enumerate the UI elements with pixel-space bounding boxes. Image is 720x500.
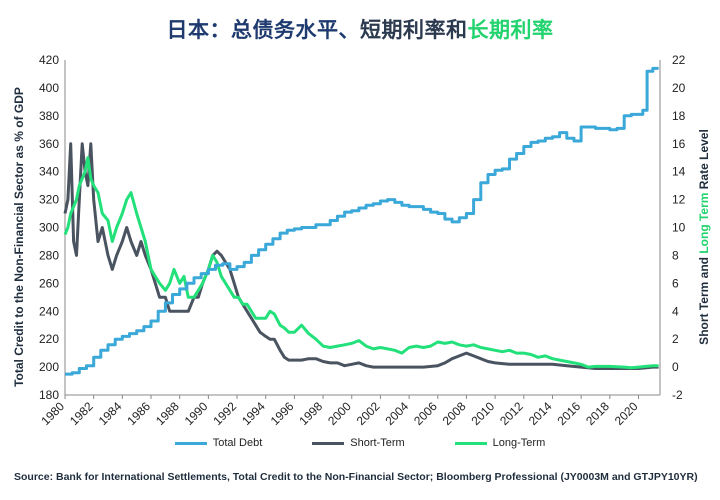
y-right-tick-label: 20 xyxy=(672,81,686,95)
y-axis-right-label: Short Term and Long Term Rate Level xyxy=(697,129,711,345)
x-tick-label: 1988 xyxy=(153,399,182,428)
y-left-tick-label: 300 xyxy=(39,221,59,235)
source-note: Source: Bank for International Settlemen… xyxy=(14,471,698,483)
y-right-tick-label: 8 xyxy=(672,248,679,262)
legend-label-long-term: Long-Term xyxy=(492,437,546,449)
y-left-tick-label: 340 xyxy=(39,165,59,179)
y-right-tick-label: 18 xyxy=(672,109,686,123)
legend-item-short-term: Short-Term xyxy=(312,437,405,449)
legend-item-long-term: Long-Term xyxy=(454,437,546,449)
y-left-tick-label: 420 xyxy=(39,53,59,67)
x-tick-label: 1990 xyxy=(182,399,211,428)
x-tick-label: 2008 xyxy=(440,399,469,428)
x-tick-label: 1986 xyxy=(124,399,153,428)
y-left-tick-label: 280 xyxy=(39,248,59,262)
series-line-short-term xyxy=(63,142,659,370)
legend-swatch-total-debt xyxy=(174,441,207,445)
x-tick-label: 2004 xyxy=(382,399,411,428)
title-part-2: 短期利率和 xyxy=(360,18,468,42)
y-left-tick-label: 220 xyxy=(39,332,59,346)
right-label-short: Short Term xyxy=(697,282,711,345)
y-right-tick-label: 14 xyxy=(672,165,686,179)
x-tick-label: 1984 xyxy=(96,399,125,428)
legend-label-total-debt: Total Debt xyxy=(212,437,263,449)
y-right-tick-label: 0 xyxy=(672,360,679,374)
y-left-tick-label: 260 xyxy=(39,276,59,290)
series-line-total-debt xyxy=(65,66,659,376)
y-left-tick-label: 240 xyxy=(39,304,59,318)
y-right-tick-label: -2 xyxy=(672,388,683,402)
y-right-tick-label: 22 xyxy=(672,53,686,67)
x-tick-label: 1998 xyxy=(296,399,325,428)
y-right-tick-label: 16 xyxy=(672,137,686,151)
legend: Total Debt Short-Term Long-Term xyxy=(0,437,720,449)
x-tick-label: 2006 xyxy=(411,399,440,428)
right-label-long: Long Term xyxy=(697,193,711,254)
title-part-1: 日本：总债务水平、 xyxy=(166,18,360,42)
x-tick-label: 2014 xyxy=(526,399,555,428)
y-left-tick-label: 200 xyxy=(39,360,59,374)
right-label-rate: Rate Level xyxy=(697,129,711,192)
right-label-and: and xyxy=(697,254,711,282)
y-right-tick-label: 2 xyxy=(672,332,679,346)
x-tick-label: 1996 xyxy=(268,399,297,428)
title-part-3: 长期利率 xyxy=(467,18,554,42)
y-left-tick-label: 400 xyxy=(39,81,59,95)
y-right-tick-label: 4 xyxy=(672,304,679,318)
x-tick-label: 2016 xyxy=(554,399,583,428)
y-left-tick-label: 380 xyxy=(39,109,59,123)
legend-item-total-debt: Total Debt xyxy=(174,437,263,449)
y-right-tick-label: 10 xyxy=(672,221,686,235)
legend-swatch-long-term xyxy=(454,441,487,445)
x-tick-label: 1992 xyxy=(210,399,239,428)
y-left-tick-label: 360 xyxy=(39,137,59,151)
y-left-tick-label: 180 xyxy=(39,388,59,402)
y-axis-left-label: Total Credit to the Non-Financial Sector… xyxy=(12,87,26,387)
x-tick-label: 2018 xyxy=(583,399,612,428)
chart-title: 日本：总债务水平、短期利率和长期利率 xyxy=(0,14,720,44)
y-right-tick-label: 6 xyxy=(672,276,679,290)
x-tick-label: 2020 xyxy=(612,399,641,428)
legend-label-short-term: Short-Term xyxy=(350,437,405,449)
series-line-long-term xyxy=(63,156,659,370)
x-tick-label: 2010 xyxy=(468,399,497,428)
x-tick-label: 1980 xyxy=(38,399,67,428)
y-left-tick-label: 320 xyxy=(39,193,59,207)
x-tick-label: 2000 xyxy=(325,399,354,428)
legend-swatch-short-term xyxy=(312,441,345,445)
x-tick-label: 1994 xyxy=(239,399,268,428)
x-tick-label: 2002 xyxy=(354,399,383,428)
y-right-tick-label: 12 xyxy=(672,193,686,207)
x-tick-label: 1982 xyxy=(67,399,96,428)
x-tick-label: 2012 xyxy=(497,399,526,428)
